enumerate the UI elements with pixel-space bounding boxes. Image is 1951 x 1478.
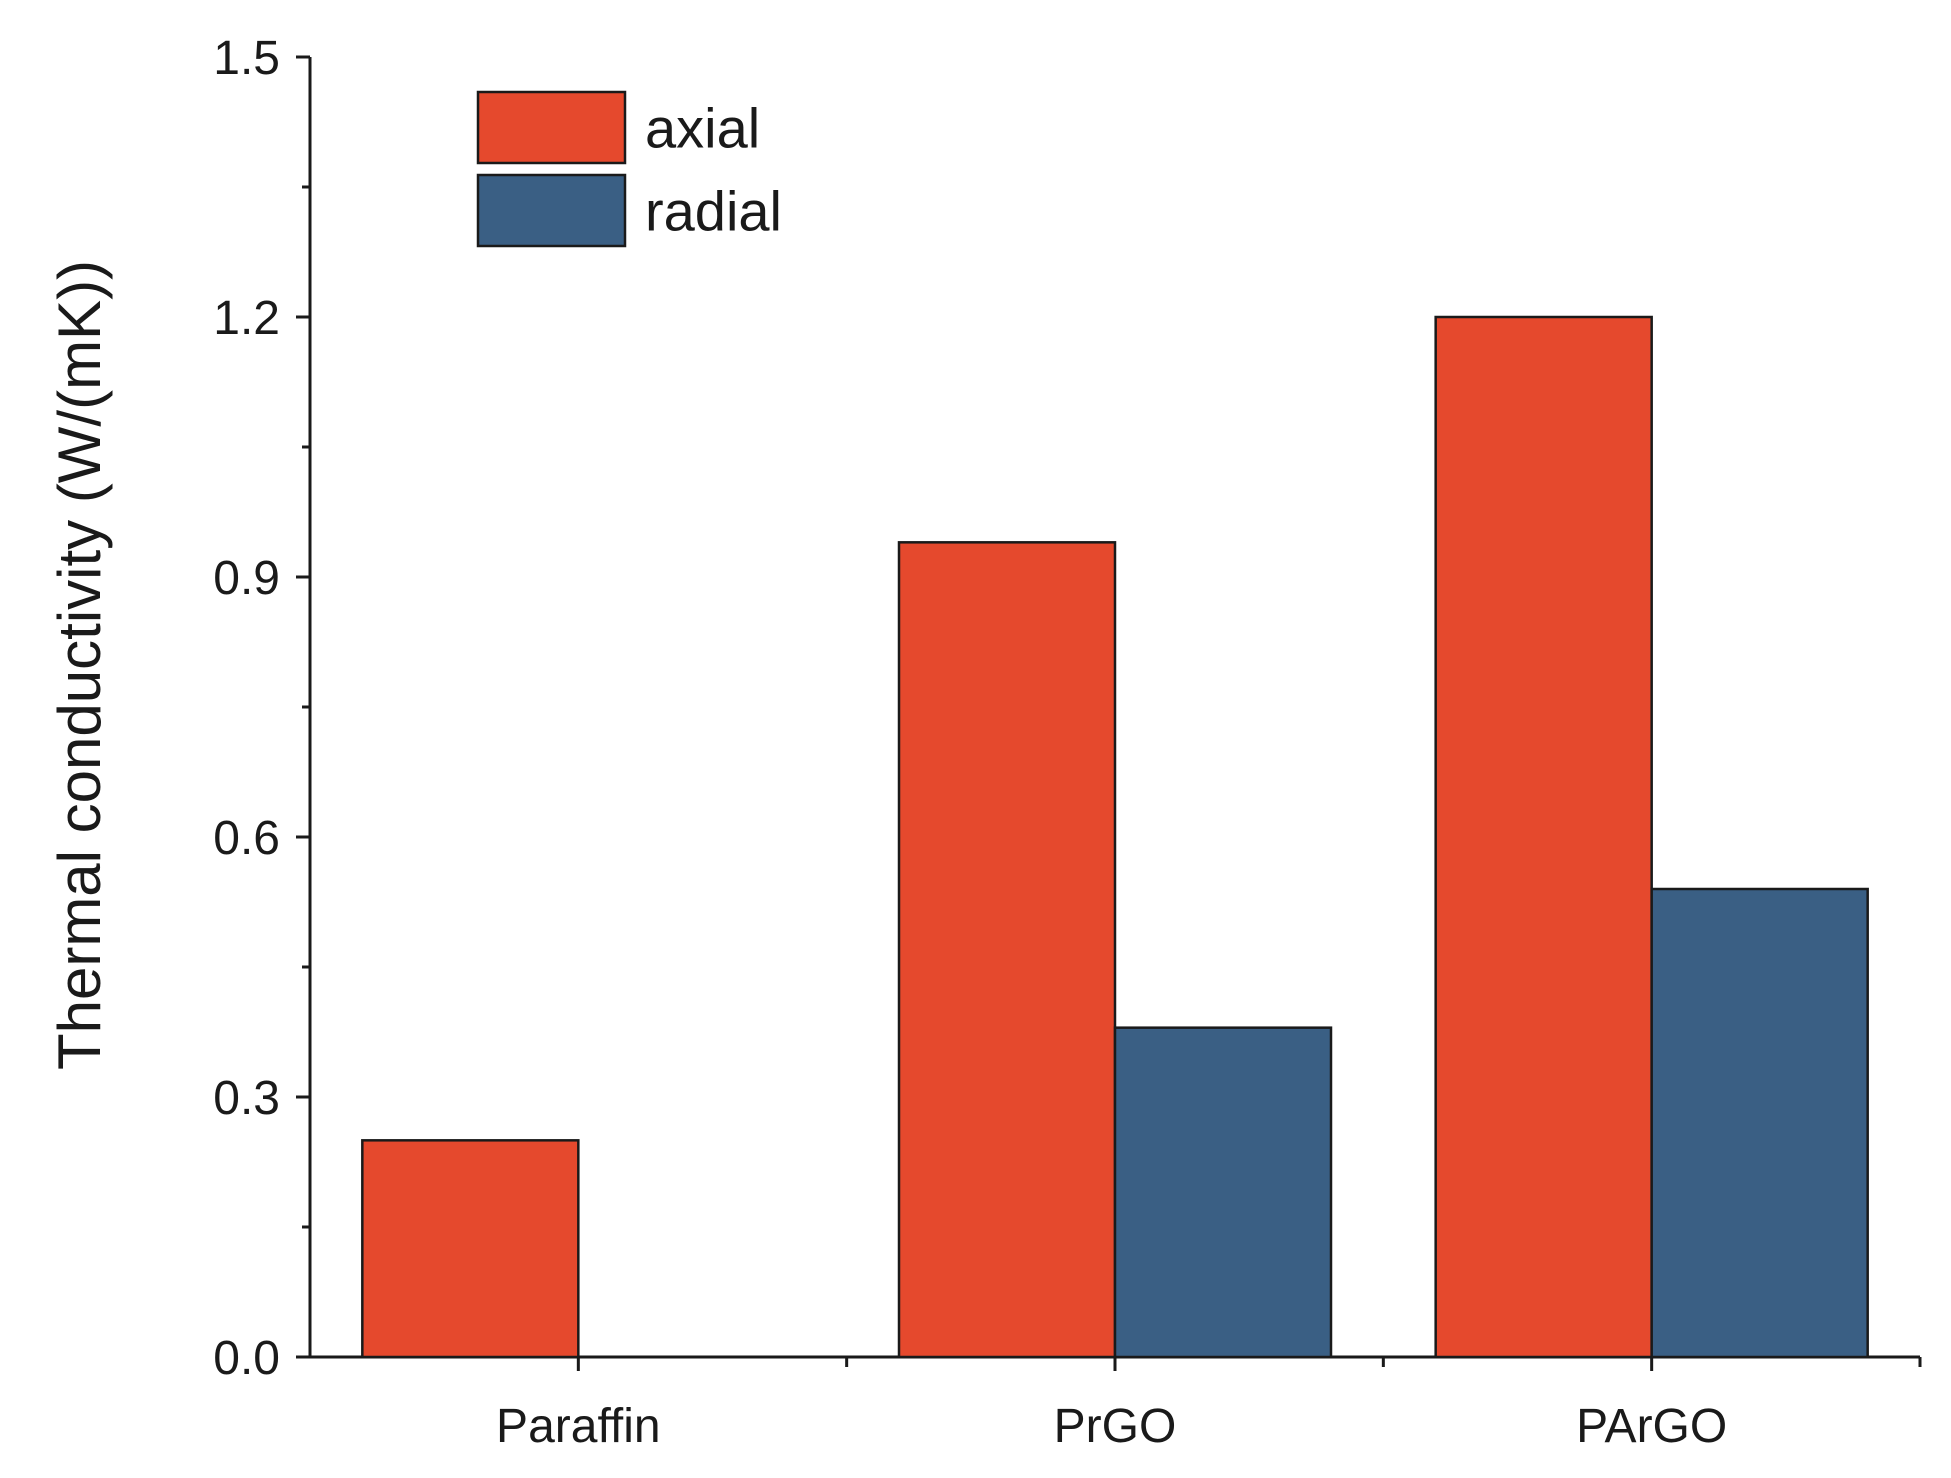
legend-swatch-axial	[476, 90, 627, 165]
legend-label-radial: radial	[645, 180, 782, 243]
legend-label-axial: axial	[645, 97, 760, 160]
bars	[361, 315, 1869, 1359]
y-axis-title: Thermal conductivity (W/(mK))	[46, 260, 113, 1070]
bar-axial-prgo	[897, 541, 1117, 1359]
y-tick-label: 1.2	[213, 292, 280, 345]
y-tick-label: 0.3	[213, 1072, 280, 1125]
y-tick-label: 0.0	[213, 1332, 280, 1385]
bar-axial-paraffin	[361, 1139, 580, 1359]
x-category-label: PrGO	[1054, 1400, 1177, 1453]
bar-radial-prgo	[1113, 1026, 1333, 1359]
y-tick-label: 0.6	[213, 812, 280, 865]
bar-radial-pargo	[1650, 887, 1869, 1359]
y-tick-label: 1.5	[213, 32, 280, 85]
y-tick-label: 0.9	[213, 552, 280, 605]
bar-axial-pargo	[1434, 315, 1653, 1359]
x-category-label: PArGO	[1576, 1400, 1727, 1453]
axes: 0.0 0.3 0.6 0.9 1.2 1.5 Paraffin PrGO PArGO	[213, 32, 1922, 1453]
legend-swatch-radial	[476, 173, 627, 248]
x-category-label: Paraffin	[496, 1400, 661, 1453]
legend: axial radial	[476, 90, 782, 248]
